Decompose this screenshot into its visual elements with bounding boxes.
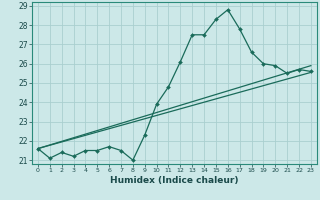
X-axis label: Humidex (Indice chaleur): Humidex (Indice chaleur) <box>110 176 239 185</box>
